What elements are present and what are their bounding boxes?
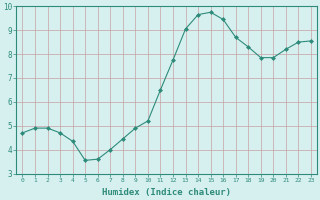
X-axis label: Humidex (Indice chaleur): Humidex (Indice chaleur): [102, 188, 231, 197]
